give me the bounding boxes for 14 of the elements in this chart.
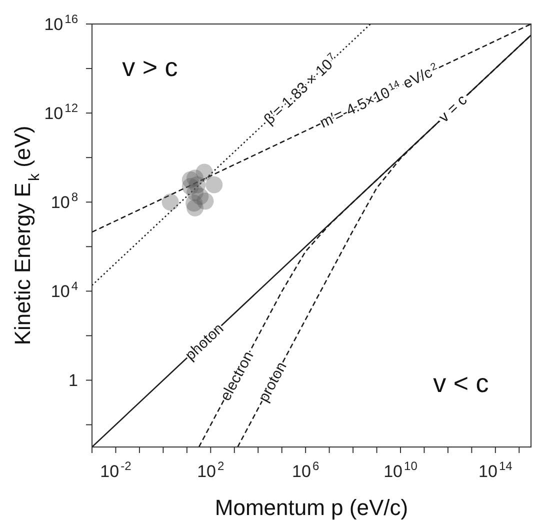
y-tick-label: 10$^{4}$ (50, 279, 78, 302)
y-tick-label: 10$^{12}$ (44, 101, 78, 124)
annotation: v > c (122, 52, 178, 82)
annotation: v < c (433, 368, 489, 398)
x-tick-label: 10$^{-2}$ (100, 459, 132, 481)
x-tick-label: 10$^{2}$ (197, 459, 225, 481)
y-tick-label: 10$^{8}$ (50, 190, 78, 212)
x-axis-title: Momentum p (eV/c) (214, 495, 408, 520)
x-tick-label: 10$^{6}$ (292, 459, 320, 481)
y-tick-label: 10$^{16}$ (44, 12, 78, 34)
y-tick-label: 1 (68, 371, 78, 390)
x-tick-label: 10$^{14}$ (478, 459, 513, 481)
annotation: v = c (436, 91, 472, 126)
x-tick-label: 10$^{10}$ (384, 459, 418, 481)
